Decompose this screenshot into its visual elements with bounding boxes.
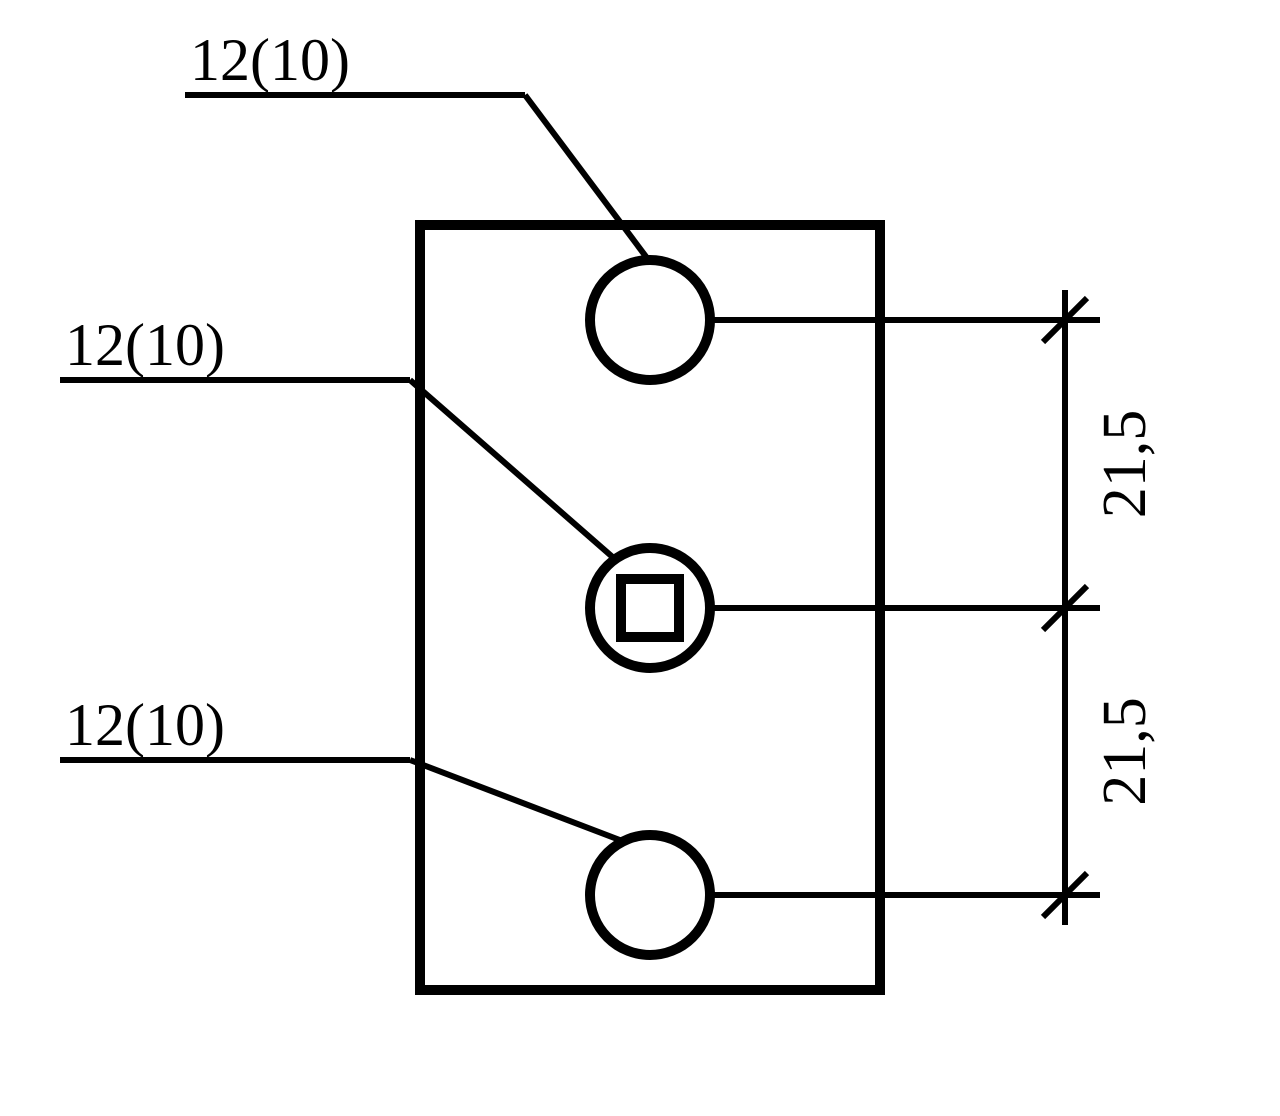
callout-top-leader [525, 95, 650, 262]
dim-upper-label: 21,5 [1091, 410, 1159, 519]
bottom-hole-circle [590, 835, 710, 955]
center-square [621, 579, 679, 637]
callout-bottom-leader [410, 760, 625, 842]
top-hole-circle [590, 260, 710, 380]
dim-lower-label: 21,5 [1091, 697, 1159, 806]
technical-drawing: 12(10) 12(10) 12(10) 21,5 21,5 [0, 0, 1280, 1116]
mid-hole-circle [590, 548, 710, 668]
callout-mid-leader [410, 380, 616, 560]
callout-bottom-label: 12(10) [65, 692, 225, 758]
callout-mid-label: 12(10) [65, 312, 225, 378]
callout-top-label: 12(10) [190, 27, 350, 93]
